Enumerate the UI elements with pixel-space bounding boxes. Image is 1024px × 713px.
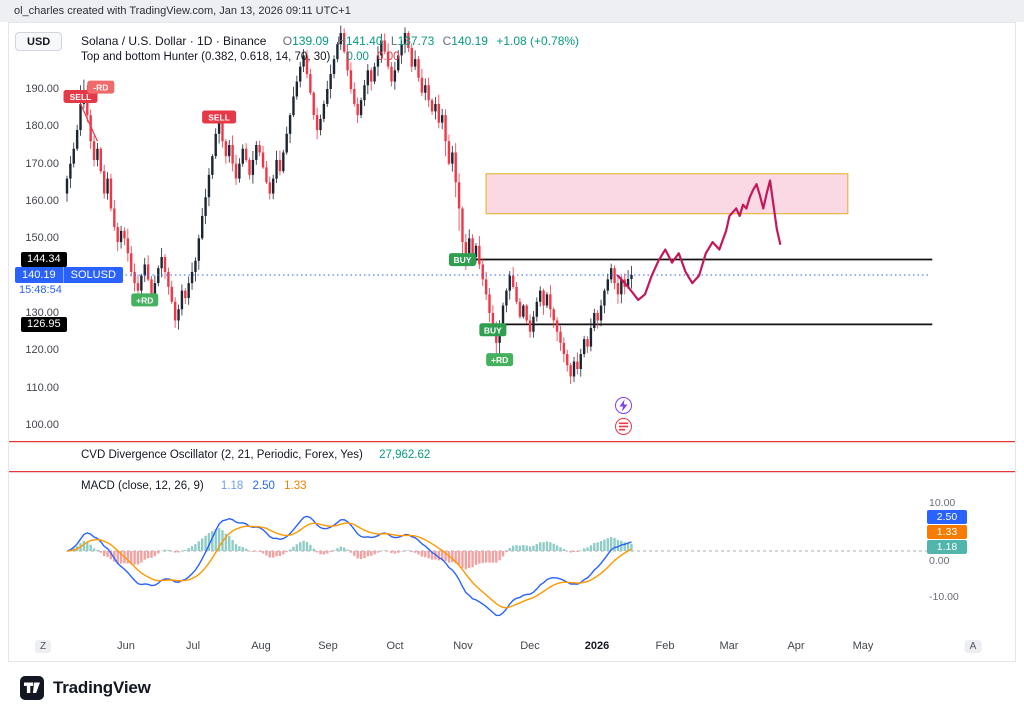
supply-zone[interactable]	[485, 173, 849, 215]
signal-label-sell[interactable]: SELL	[202, 110, 237, 124]
attribution-text: ol_charles created with TradingView.com,…	[0, 0, 1024, 22]
signal-label-rd-sell[interactable]: -RD	[87, 80, 115, 94]
symbol-legend: Solana / U.S. Dollar · 1D · Binance O139…	[81, 34, 579, 48]
macd-legend: MACD (close, 12, 26, 9) 1.18 2.50 1.33	[81, 480, 307, 492]
news-event-icon[interactable]	[615, 418, 632, 435]
ohlc-close-value: 140.19	[451, 34, 488, 48]
indicator-value-b: 0.00	[377, 51, 400, 63]
svg-text:SELL: SELL	[208, 113, 230, 123]
svg-text:+RD: +RD	[136, 295, 153, 305]
indicator-value-a: 0.00	[346, 51, 369, 63]
ohlc-open-label: O	[282, 34, 293, 48]
ohlc-open-value: 139.09	[292, 34, 329, 48]
symbol-tag: SOLUSD	[62, 267, 123, 283]
svg-text:BUY: BUY	[484, 325, 502, 335]
last-price-label: 140.19 SOLUSD	[15, 267, 123, 283]
signal-label-rd-buy[interactable]: +RD	[131, 293, 159, 307]
change-value: +1.08 (+0.78%)	[496, 34, 580, 48]
signal-label-rd-buy[interactable]: +RD	[486, 353, 514, 367]
cvd-value: 27,962.62	[379, 449, 431, 461]
macd-signal-line	[66, 522, 632, 609]
indicator-title[interactable]: Top and bottom Hunter (0.382, 0.618, 14,…	[81, 51, 331, 63]
symbol-title[interactable]: Solana / U.S. Dollar · 1D · Binance	[81, 34, 267, 48]
ohlc-low-value: 137.73	[397, 34, 435, 48]
macd-hist-value: 1.18	[220, 480, 244, 492]
cvd-indicator-title[interactable]: CVD Divergence Oscillator (2, 21, Period…	[81, 449, 363, 461]
svg-text:+RD: +RD	[491, 355, 508, 365]
currency-unit-button[interactable]: USD	[15, 32, 63, 51]
macd-line	[66, 515, 632, 617]
ohlc-high-value: 141.40	[345, 34, 383, 48]
footer: TradingView	[0, 662, 1024, 713]
signal-label-buy[interactable]: BUY	[479, 323, 507, 337]
chart-panel[interactable]: SELL -RD SELL +RD BUY BUY +RD USD Solana / U.S…	[8, 22, 1016, 662]
cvd-legend: CVD Divergence Oscillator (2, 21, Period…	[81, 449, 430, 461]
candlestick-series	[65, 25, 633, 384]
trend-line[interactable]	[79, 103, 98, 142]
pane-separator[interactable]	[9, 471, 1015, 473]
price-level-upper-label: 144.34	[21, 252, 67, 267]
macd-indicator-title[interactable]: MACD (close, 12, 26, 9)	[81, 480, 204, 492]
ohlc-high-label: H	[337, 34, 346, 48]
indicator-legend: Top and bottom Hunter (0.382, 0.618, 14,…	[81, 51, 400, 63]
macd-signal-value: 1.33	[284, 480, 307, 492]
pane-separator[interactable]	[9, 441, 1015, 443]
macd-line-value: 2.50	[252, 480, 275, 492]
brand-text[interactable]: TradingView	[53, 677, 151, 697]
lightning-icon	[619, 399, 628, 412]
last-price-value: 140.19	[22, 269, 56, 281]
tradingview-logo-icon[interactable]	[20, 675, 44, 700]
bar-countdown: 15:48:54	[19, 284, 62, 296]
ohlc-low-label: L	[390, 34, 398, 48]
lightning-event-icon[interactable]	[615, 397, 632, 414]
projection-path[interactable]	[616, 179, 782, 302]
price-level-lower-label: 126.95	[21, 317, 67, 332]
news-icon	[619, 422, 628, 431]
svg-text:-RD: -RD	[93, 83, 108, 93]
signal-label-buy[interactable]: BUY	[448, 253, 476, 267]
macd-histogram	[65, 528, 633, 570]
svg-text:BUY: BUY	[453, 255, 471, 265]
ohlc-close-label: C	[442, 34, 452, 48]
svg-text:SELL: SELL	[70, 92, 92, 102]
